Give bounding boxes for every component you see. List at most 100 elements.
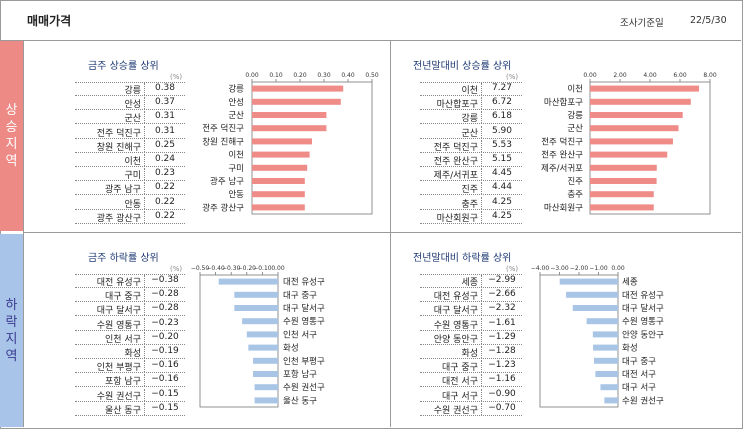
table-value: −2.32 bbox=[481, 303, 522, 316]
category-label: 이천 bbox=[228, 150, 244, 161]
table-row: 수원 권선구 −0.15 bbox=[75, 388, 185, 402]
table-region-name: 충주 bbox=[461, 199, 478, 210]
table-value: −0.16 bbox=[144, 360, 185, 373]
table-value: 7.27 bbox=[481, 83, 522, 95]
table-region-name: 화성 bbox=[461, 349, 478, 359]
category-label: 대전 유성구 bbox=[283, 277, 325, 288]
category-label: 안동 bbox=[228, 189, 244, 200]
table-region-name: 수원 권선구 bbox=[433, 405, 478, 416]
bar bbox=[242, 318, 278, 325]
x-tick-label: −0.30 bbox=[222, 265, 241, 272]
table-row: 창원 진해구 0.25 bbox=[75, 139, 185, 153]
table-row: 수원 영통구 −0.23 bbox=[75, 317, 185, 331]
x-tick-label: −0.40 bbox=[206, 265, 225, 272]
x-tick-label: 0.00 bbox=[611, 265, 625, 272]
table-row: 울산 동구 −0.15 bbox=[75, 402, 185, 416]
table-top-border bbox=[75, 82, 185, 83]
table-value: −1.16 bbox=[481, 374, 522, 387]
bar bbox=[218, 278, 278, 285]
category-label: 전주 덕진구 bbox=[541, 136, 583, 147]
table-region-name: 창원 진해구 bbox=[96, 142, 141, 153]
table-value: −1.28 bbox=[481, 346, 522, 358]
table-region-name: 수원 영통구 bbox=[433, 320, 478, 331]
bar bbox=[590, 112, 683, 118]
table-row: 안성 0.37 bbox=[75, 97, 185, 111]
category-label: 대전 서구 bbox=[622, 369, 656, 380]
table-region-name: 대전 서구 bbox=[442, 377, 478, 388]
plot-frame bbox=[251, 81, 373, 215]
bar bbox=[593, 344, 618, 351]
table-row: 강릉 6.18 bbox=[420, 111, 522, 125]
table-row: 마산회원구 4.25 bbox=[420, 210, 522, 224]
side-label-char: 지 bbox=[5, 331, 18, 347]
table-region-name: 포항 남구 bbox=[105, 377, 141, 388]
bar bbox=[592, 331, 618, 338]
table-region-name: 안성 bbox=[124, 100, 141, 111]
category-label: 울산 동구 bbox=[283, 395, 317, 406]
x-tick-label: −0.50 bbox=[191, 265, 210, 272]
category-label: 마산회원구 bbox=[544, 202, 583, 213]
table-region-name: 인천 부평구 bbox=[96, 363, 141, 374]
table-value: 4.45 bbox=[481, 168, 522, 181]
bar bbox=[590, 191, 654, 198]
x-tick-label: 0.10 bbox=[269, 72, 283, 79]
side-label-char: 락 bbox=[5, 314, 18, 330]
category-label: 포항 남구 bbox=[283, 370, 317, 380]
x-tick-label: 6.00 bbox=[673, 72, 687, 79]
table-region-name: 전주 완산구 bbox=[433, 157, 478, 167]
table-value: 4.25 bbox=[481, 210, 522, 223]
table-region-name: 수원 권선구 bbox=[96, 391, 141, 402]
bar bbox=[253, 357, 278, 364]
table-row: 마산합포구 6.72 bbox=[420, 97, 522, 111]
table-value: 0.23 bbox=[144, 168, 185, 181]
chart-title: 금주 하락률 상위 bbox=[88, 253, 159, 264]
x-tick-label: −2.00 bbox=[570, 265, 589, 272]
side-label-char: 상 bbox=[5, 103, 18, 118]
table-row: 이천 0.24 bbox=[75, 154, 185, 167]
chart-title: 전년말대비 상승률 상위 bbox=[413, 61, 512, 72]
bar bbox=[248, 344, 278, 351]
category-label: 광주 광산구 bbox=[202, 202, 244, 213]
table-region-name: 군산 bbox=[461, 128, 478, 139]
bar bbox=[252, 85, 344, 92]
table-value: −0.38 bbox=[144, 275, 185, 287]
category-label: 광주 남구 bbox=[210, 176, 244, 187]
table-value: 0.22 bbox=[144, 210, 185, 223]
bar bbox=[252, 125, 327, 132]
category-label: 수원 권선구 bbox=[622, 395, 664, 406]
table-row: 진주 4.44 bbox=[420, 182, 522, 196]
bar bbox=[566, 291, 618, 298]
table-region-name: 광주 남구 bbox=[105, 185, 141, 196]
table-region-name: 이천 bbox=[461, 86, 478, 96]
table-row: 광주 남구 0.22 bbox=[75, 182, 185, 196]
bar bbox=[246, 331, 278, 338]
x-tick-label: −3.00 bbox=[550, 265, 569, 272]
table-row: 대구 중구 −0.28 bbox=[75, 289, 185, 303]
table-row: 광주 광산구 0.22 bbox=[75, 210, 185, 224]
table-region-name: 진주 bbox=[461, 185, 478, 196]
table-region-name: 전주 덕진구 bbox=[433, 142, 478, 153]
table-value: 5.53 bbox=[481, 139, 522, 152]
page-title: 매매가격 bbox=[27, 14, 72, 28]
bar bbox=[604, 397, 618, 404]
table-row: 대구 중구 −1.23 bbox=[420, 360, 522, 374]
header-bar: 매매가격 조사기준일 22/5/30 bbox=[0, 0, 741, 41]
bar bbox=[234, 305, 278, 311]
category-label: 충주 bbox=[567, 190, 583, 200]
table-region-name: 이천 bbox=[124, 157, 141, 167]
bar bbox=[590, 85, 700, 92]
category-label: 수원 영통구 bbox=[283, 316, 325, 327]
table-value: −0.15 bbox=[144, 388, 185, 401]
table-value: 0.31 bbox=[144, 125, 185, 138]
bar bbox=[253, 371, 278, 377]
table-region-name: 구미 bbox=[124, 171, 141, 182]
side-label-char: 하 bbox=[5, 297, 18, 313]
table-row: 대구 서구 −0.90 bbox=[420, 388, 522, 402]
table-value: 0.25 bbox=[144, 139, 185, 152]
table-region-name: 대구 서구 bbox=[442, 391, 478, 402]
table-value: 0.22 bbox=[144, 196, 185, 209]
x-tick-label: −0.10 bbox=[253, 265, 272, 272]
